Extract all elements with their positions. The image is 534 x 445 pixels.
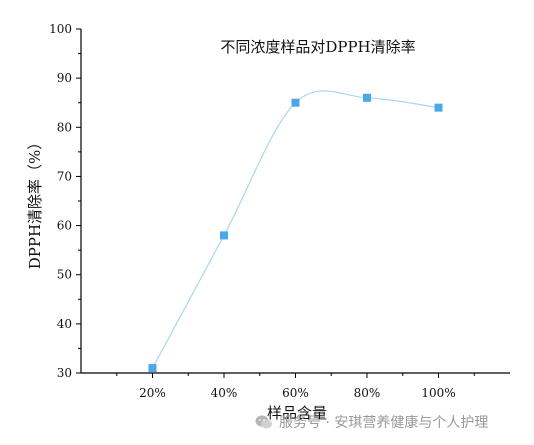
y-tick-label: 50 bbox=[57, 268, 72, 282]
data-point bbox=[363, 93, 371, 102]
y-tick-label: 70 bbox=[57, 169, 72, 183]
chart-title: 不同浓度样品对DPPH清除率 bbox=[220, 38, 415, 56]
x-tick-label: 40% bbox=[211, 386, 238, 400]
y-tick-label: 100 bbox=[49, 22, 72, 36]
data-point bbox=[220, 231, 228, 240]
y-tick-label: 30 bbox=[57, 366, 72, 380]
y-tick-label: 80 bbox=[57, 120, 72, 134]
series-markers bbox=[148, 93, 443, 373]
y-axis-title: DPPH清除率（%） bbox=[26, 135, 44, 270]
series-line bbox=[151, 90, 439, 369]
x-tick-label: 80% bbox=[354, 386, 381, 400]
x-axis-title: 样品含量 bbox=[267, 404, 327, 422]
watermark: 服务号 · 安琪营养健康与个人护理 bbox=[255, 410, 488, 434]
data-point bbox=[148, 364, 157, 373]
y-tick-label: 60 bbox=[57, 219, 72, 233]
axes bbox=[76, 28, 510, 378]
x-tick-label: 60% bbox=[282, 386, 309, 400]
x-tick-label: 20% bbox=[139, 386, 166, 400]
y-tick-label: 90 bbox=[57, 71, 72, 85]
data-point bbox=[291, 98, 300, 107]
watermark-text: 服务号 · 安琪营养健康与个人护理 bbox=[279, 415, 489, 431]
x-tick-labels: 20% 40% 60% 80% 100% bbox=[139, 386, 455, 400]
data-point bbox=[434, 103, 443, 112]
wechat-icon bbox=[255, 415, 272, 429]
x-tick-label: 100% bbox=[421, 386, 455, 400]
y-tick-label: 40 bbox=[57, 317, 72, 331]
y-tick-labels: 30 40 50 60 70 80 90 100 bbox=[49, 22, 72, 380]
